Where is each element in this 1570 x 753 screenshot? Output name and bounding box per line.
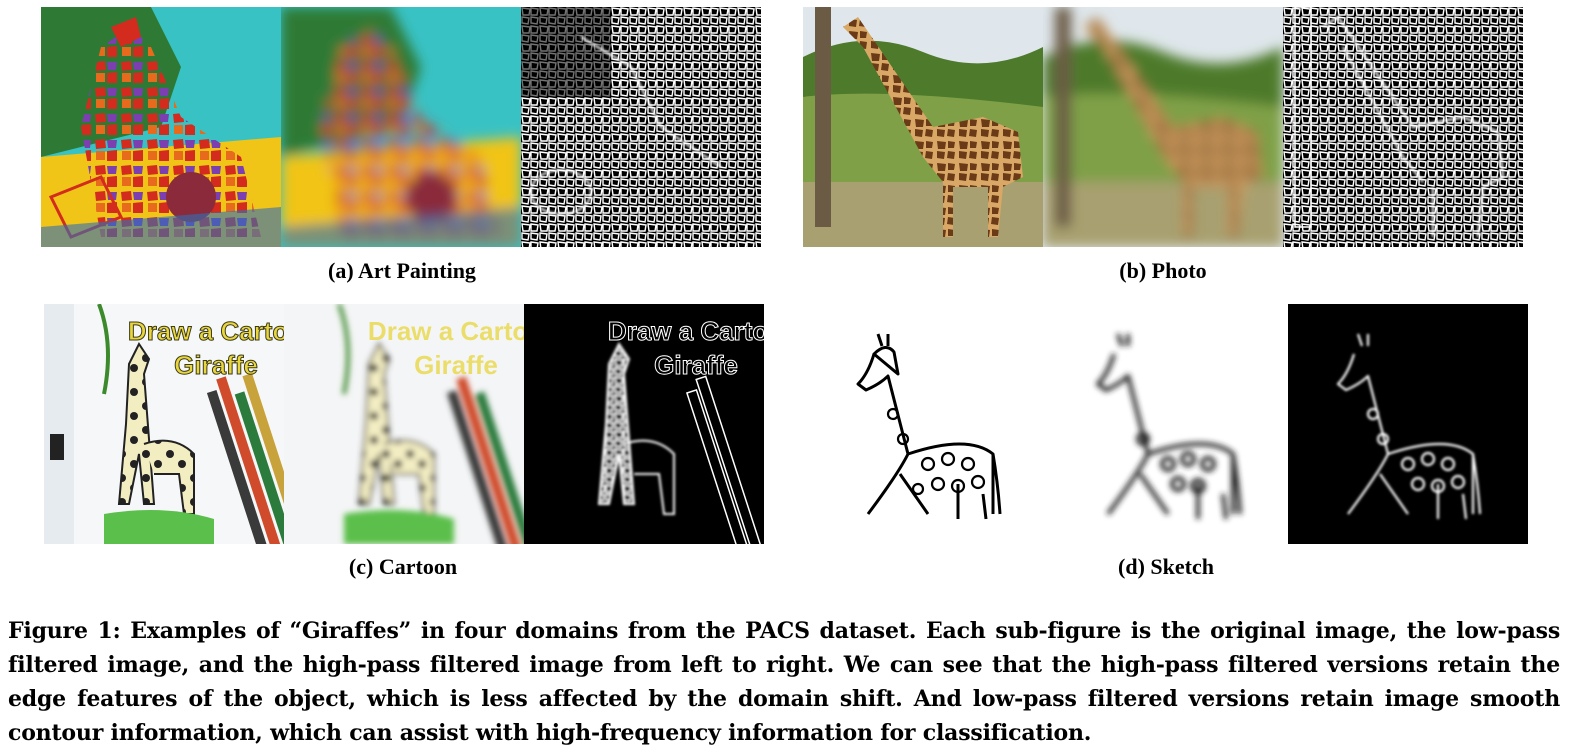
cartoon-image-title-line2: Giraffe bbox=[174, 350, 258, 380]
art-painting-high-pass-image bbox=[521, 7, 761, 247]
cartoon-image-title-line1: Draw a Cartoon bbox=[128, 316, 284, 346]
art-painting-original-image bbox=[41, 7, 281, 247]
cartoon-original-image: Draw a Cartoon Giraffe bbox=[44, 304, 284, 544]
cartoon-high-pass-title-line1: Draw a Cartoon bbox=[608, 316, 764, 346]
image-strip-sketch bbox=[808, 304, 1528, 544]
cartoon-low-pass-image: Draw a Cartoon Giraffe bbox=[284, 304, 524, 544]
cartoon-high-pass-title-line2: Giraffe bbox=[654, 350, 738, 380]
cartoon-low-pass-title-line1: Draw a Cartoon bbox=[368, 316, 524, 346]
figure-caption: Figure 1: Examples of “Giraffes” in four… bbox=[8, 618, 1560, 746]
image-strip-cartoon: Draw a Cartoon Giraffe Draw bbox=[44, 304, 764, 544]
subfigure-caption-photo: (b) Photo bbox=[1119, 258, 1207, 283]
photo-low-pass-image bbox=[1043, 7, 1283, 247]
photo-original-image bbox=[803, 7, 1043, 247]
cartoon-low-pass-title-line2: Giraffe bbox=[414, 350, 498, 380]
image-strip-art-painting bbox=[41, 7, 761, 247]
subfigure-caption-art-painting: (a) Art Painting bbox=[328, 258, 476, 283]
image-strip-photo bbox=[803, 7, 1523, 247]
sketch-high-pass-image bbox=[1288, 304, 1528, 544]
sketch-low-pass-image bbox=[1048, 304, 1288, 544]
sketch-original-image bbox=[808, 304, 1048, 544]
photo-high-pass-image bbox=[1283, 7, 1523, 247]
cartoon-high-pass-image: Draw a Cartoon Giraffe bbox=[524, 304, 764, 544]
subfigure-caption-cartoon: (c) Cartoon bbox=[348, 554, 458, 579]
subfigure-caption-sketch: (d) Sketch bbox=[1118, 554, 1214, 579]
art-painting-low-pass-image bbox=[281, 7, 521, 247]
